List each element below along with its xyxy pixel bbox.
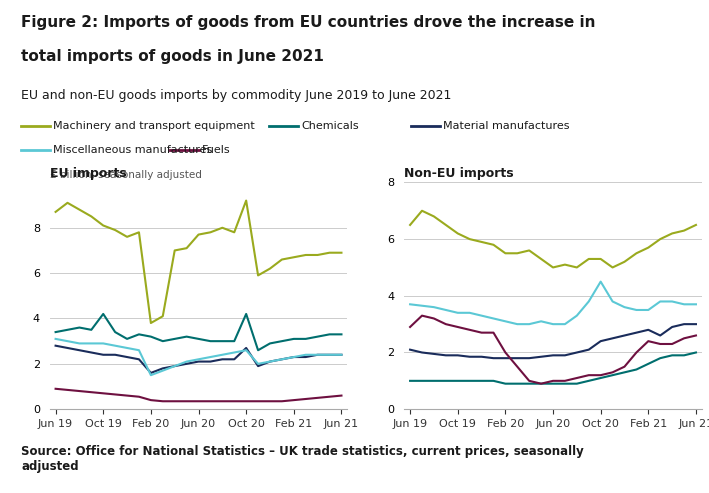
Text: EU and non-EU goods imports by commodity June 2019 to June 2021: EU and non-EU goods imports by commodity… — [21, 89, 452, 102]
Text: Miscellaneous manufactures: Miscellaneous manufactures — [53, 145, 213, 155]
Text: EU imports: EU imports — [50, 167, 126, 180]
Text: Source: Office for National Statistics – UK trade statistics, current prices, se: Source: Office for National Statistics –… — [21, 445, 584, 473]
Text: Fuels: Fuels — [202, 145, 230, 155]
Text: £ billion, seasonally adjusted: £ billion, seasonally adjusted — [50, 170, 201, 180]
Text: Chemicals: Chemicals — [301, 121, 359, 131]
Text: Non-EU imports: Non-EU imports — [404, 167, 514, 180]
Text: Material manufactures: Material manufactures — [443, 121, 569, 131]
Text: Figure 2: Imports of goods from EU countries drove the increase in: Figure 2: Imports of goods from EU count… — [21, 15, 596, 30]
Text: Machinery and transport equipment: Machinery and transport equipment — [53, 121, 255, 131]
Text: total imports of goods in June 2021: total imports of goods in June 2021 — [21, 49, 324, 64]
